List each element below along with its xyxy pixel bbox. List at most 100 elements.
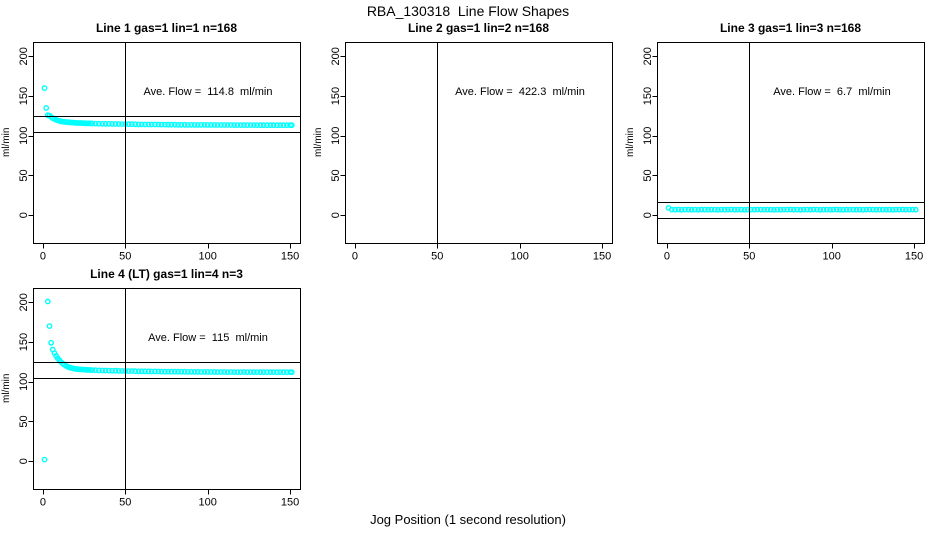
data-point <box>912 206 919 213</box>
y-tick-label: 200 <box>18 47 30 65</box>
data-point <box>102 367 109 374</box>
data-point <box>718 206 725 213</box>
data-point <box>250 122 257 129</box>
data-point <box>853 206 860 213</box>
data-point <box>224 369 231 376</box>
data-point <box>48 339 54 346</box>
data-point <box>92 120 99 127</box>
data-point <box>277 122 284 129</box>
data-point <box>277 369 284 376</box>
data-point <box>790 206 797 213</box>
y-tick-label: 200 <box>18 293 30 311</box>
data-point <box>119 121 125 128</box>
data-point <box>152 121 158 128</box>
data-point <box>112 121 119 127</box>
data-point <box>672 206 678 213</box>
ave-flow-annotation: Ave. Flow = 422.3 ml/min <box>455 86 585 98</box>
data-point <box>125 121 132 128</box>
subplot-title: Line 2 gas=1 lin=2 n=168 <box>407 21 550 35</box>
plot-canvas: 0 50 100 150 0 50 100 150 200 <box>18 42 301 263</box>
data-point <box>721 206 728 213</box>
x-tick-label: 0 <box>40 497 46 509</box>
data-point <box>208 369 214 375</box>
data-point <box>214 122 221 128</box>
data-point <box>886 206 893 213</box>
data-point <box>804 206 810 213</box>
data-point <box>893 206 899 213</box>
data-point <box>288 122 295 129</box>
data-point <box>194 122 201 128</box>
subplot-line-4: Line 4 (LT) gas=1 lin=4 n=3 ml/min Ave. … <box>0 260 310 525</box>
ave-flow-annotation: Ave. Flow = 114.8 ml/min <box>143 86 273 98</box>
data-point <box>856 206 863 213</box>
data-point <box>178 368 185 375</box>
data-point <box>112 367 119 374</box>
data-point <box>227 122 234 128</box>
data-point <box>105 367 112 374</box>
plot-box <box>345 42 613 244</box>
data-point <box>237 122 244 129</box>
y-tick-label: 50 <box>330 169 342 181</box>
x-tick-label: 100 <box>511 251 529 263</box>
data-point <box>102 120 109 127</box>
data-point <box>757 206 764 213</box>
plot-box <box>33 42 301 244</box>
data-point <box>109 367 116 374</box>
data-point <box>158 121 165 128</box>
data-point <box>688 206 695 213</box>
data-point <box>731 206 738 213</box>
data-point <box>194 368 201 375</box>
data-point <box>247 369 254 376</box>
data-point <box>668 206 675 213</box>
y-tick-label: 150 <box>330 87 342 105</box>
y-tick-label: 0 <box>330 212 342 218</box>
y-tick-label: 200 <box>642 47 654 65</box>
y-tick-label: 200 <box>330 47 342 65</box>
data-point <box>273 369 280 376</box>
y-tick-label: 100 <box>330 127 342 145</box>
data-point <box>168 368 175 375</box>
data-point <box>260 122 267 129</box>
data-point <box>89 120 96 127</box>
data-point <box>201 369 208 375</box>
data-point <box>244 122 251 129</box>
x-tick-label: 50 <box>119 497 131 509</box>
data-point <box>155 368 162 375</box>
data-point <box>843 206 850 213</box>
data-point <box>267 369 274 376</box>
data-point <box>273 122 280 129</box>
data-point <box>883 206 889 213</box>
data-point <box>889 206 896 213</box>
data-point <box>109 121 116 127</box>
data-point <box>860 206 866 213</box>
data-point <box>909 206 916 213</box>
data-point <box>827 206 834 213</box>
data-point <box>260 369 267 376</box>
data-point <box>221 369 228 375</box>
x-tick-label: 50 <box>431 251 443 263</box>
data-point <box>148 368 155 375</box>
data-point <box>267 122 274 129</box>
data-point <box>165 368 172 375</box>
data-point <box>280 369 287 376</box>
x-tick-label: 150 <box>905 251 923 263</box>
data-point <box>777 206 784 213</box>
data-point <box>682 206 688 213</box>
y-tick-label: 50 <box>18 169 30 181</box>
data-point <box>899 206 906 213</box>
data-point <box>135 121 142 128</box>
data-point <box>846 206 853 213</box>
data-point <box>231 369 238 376</box>
data-point <box>161 121 168 128</box>
data-point <box>201 122 208 128</box>
data-point <box>264 369 270 376</box>
data-point <box>869 206 876 213</box>
data-point <box>168 121 175 128</box>
data-point <box>257 122 264 129</box>
data-point <box>234 122 241 129</box>
data-point <box>270 122 277 129</box>
data-point <box>152 368 158 375</box>
data-point <box>145 121 152 128</box>
data-point <box>820 206 827 213</box>
data-point <box>138 368 145 375</box>
